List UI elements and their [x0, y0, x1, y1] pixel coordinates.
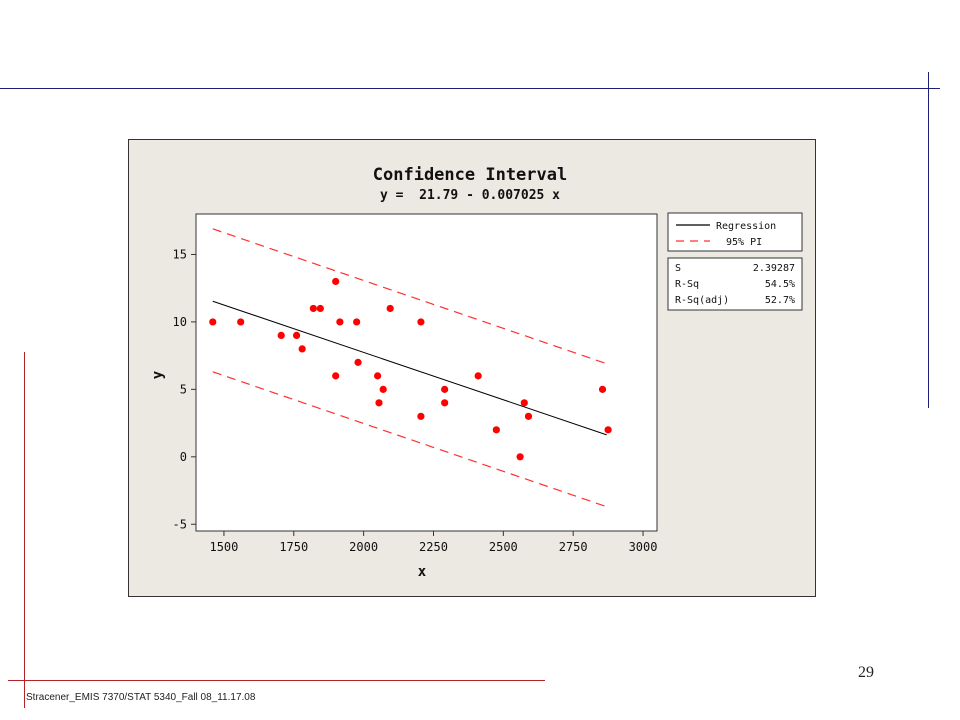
data-point: [353, 318, 361, 326]
y-tick-label: 5: [180, 382, 187, 396]
stat-s-label: S: [675, 263, 681, 274]
legend-pi-label: 95% PI: [726, 237, 762, 248]
data-point: [441, 385, 449, 393]
legend: Regression 95% PI: [667, 212, 803, 252]
data-point: [417, 412, 425, 420]
data-point: [520, 399, 528, 407]
data-point: [474, 372, 482, 380]
x-tick-label: 2750: [559, 540, 588, 554]
data-point: [374, 372, 382, 380]
data-point: [516, 453, 524, 461]
data-point: [237, 318, 245, 326]
x-tick-label: 2250: [419, 540, 448, 554]
point-layer: [209, 277, 612, 461]
y-tick-label: 10: [173, 315, 187, 329]
y-tick-label: -5: [173, 517, 187, 531]
stats-box: S 2.39287 R-Sq 54.5% R-Sq(adj) 52.7%: [667, 257, 803, 311]
x-tick-label: 1500: [209, 540, 238, 554]
data-point: [386, 304, 394, 313]
data-point: [309, 304, 317, 313]
data-point: [277, 331, 285, 340]
x-tick-label: 1750: [279, 540, 308, 554]
stat-rsq-adj-value: 52.7%: [765, 295, 795, 306]
data-point: [209, 318, 217, 326]
regression-line: [212, 300, 607, 436]
x-tick-label: 2000: [349, 540, 378, 554]
data-point: [292, 331, 301, 340]
slide-number: 29: [858, 664, 874, 681]
stats-box-frame: [667, 257, 803, 311]
data-point: [298, 345, 306, 353]
scatter-chart: Confidence Interval y = 21.79 - 0.007025…: [128, 139, 816, 597]
stat-rsq-adj-label: R-Sq(adj): [675, 295, 729, 306]
stat-rsq-value: 54.5%: [765, 279, 795, 290]
legend-box: [667, 212, 803, 252]
x-tick-label: 2500: [489, 540, 518, 554]
legend-regression-label: Regression: [716, 221, 776, 232]
stat-s-value: 2.39287: [753, 263, 795, 274]
plot-area: [195, 213, 658, 532]
data-point: [379, 385, 387, 393]
data-point: [417, 318, 425, 326]
y-tick-label: 0: [180, 450, 187, 464]
data-point: [332, 372, 340, 380]
data-point: [332, 277, 340, 286]
series-layer: [212, 228, 607, 508]
top-divider: [0, 88, 940, 89]
bottom-divider: [8, 680, 545, 681]
y-tick-label: 15: [173, 247, 187, 261]
data-point: [336, 318, 344, 326]
chart-frame: Confidence Interval y = 21.79 - 0.007025…: [128, 139, 816, 597]
y-axis: -5 0 5 10 15: [173, 247, 196, 531]
data-point: [524, 412, 533, 420]
chart-title: Confidence Interval: [373, 165, 567, 185]
data-point: [316, 304, 324, 313]
left-divider: [24, 352, 25, 708]
data-point: [354, 358, 362, 366]
y-axis-label: y: [150, 370, 166, 379]
x-tick-label: 3000: [629, 540, 658, 554]
data-point: [441, 399, 449, 407]
x-axis: 1500 1750 2000 2250 2500 2750 3000: [209, 531, 657, 554]
x-axis-label: x: [418, 564, 427, 580]
stat-rsq-label: R-Sq: [675, 279, 699, 290]
chart-subtitle: y = 21.79 - 0.007025 x: [380, 188, 560, 203]
data-point: [492, 426, 500, 434]
data-point: [598, 385, 607, 393]
right-divider: [928, 72, 929, 408]
pi-upper-line: [212, 228, 607, 365]
footer-text: Stracener_EMIS 7370/STAT 5340_Fall 08_11…: [26, 692, 256, 703]
data-point: [604, 426, 612, 434]
pi-lower-line: [212, 371, 607, 508]
data-point: [375, 399, 383, 407]
